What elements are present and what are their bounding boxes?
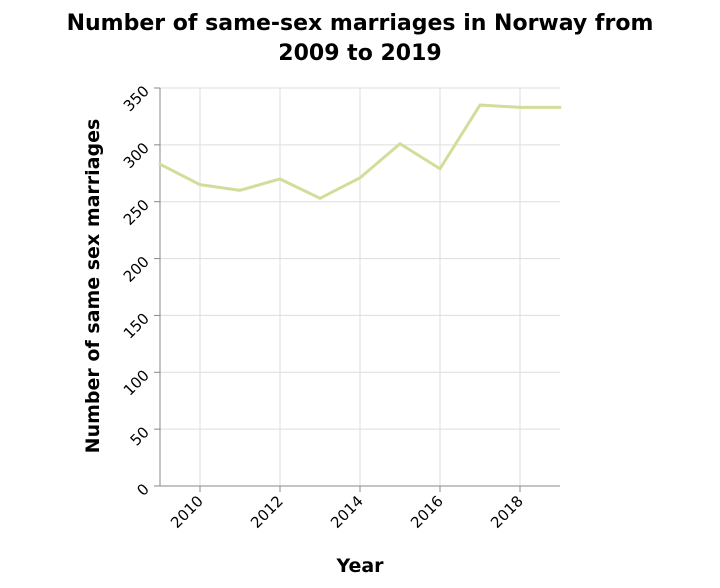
- x-tick-label: 2012: [247, 492, 287, 532]
- x-tick-label: 2018: [487, 492, 527, 532]
- y-tick-label: 0: [133, 480, 152, 499]
- chart-title-line-2: 2009 to 2019: [278, 41, 441, 66]
- y-tick-label: 50: [127, 423, 153, 449]
- y-tick-label: 250: [120, 196, 153, 229]
- series-line: [158, 103, 562, 200]
- x-tick-label: 2016: [407, 492, 447, 532]
- series: [158, 103, 562, 200]
- x-tick-label: 2014: [327, 492, 367, 532]
- x-axis-title: Year: [335, 555, 384, 577]
- y-tick-label: 350: [120, 82, 153, 115]
- chart-title-line-1: Number of same-sex marriages in Norway f…: [67, 11, 654, 36]
- y-axis-title: Number of same sex marriages: [82, 119, 104, 454]
- x-tick-label: 2010: [167, 492, 207, 532]
- axes: [154, 87, 560, 492]
- tick-labels: 0 50 100 150 200 250 300 350 2010 2012 2014 2016 201…: [120, 82, 527, 532]
- y-tick-label: 100: [120, 366, 153, 399]
- y-tick-label: 150: [120, 310, 153, 343]
- y-tick-label: 300: [120, 139, 153, 172]
- y-tick-label: 200: [120, 253, 153, 286]
- grid: [160, 87, 560, 487]
